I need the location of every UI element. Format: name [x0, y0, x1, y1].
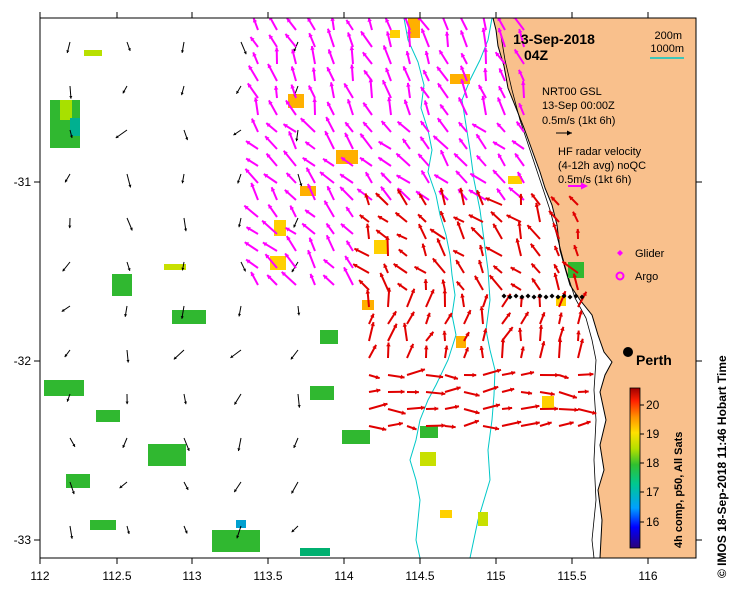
y-tick-label: -32 — [14, 354, 32, 368]
perth-location-marker — [623, 347, 633, 357]
radar-current-arrow-head — [481, 13, 485, 17]
map-date: 13-Sep-2018 — [513, 31, 595, 47]
y-tick-label: -31 — [14, 175, 32, 189]
city-label-perth: Perth — [636, 352, 672, 368]
colorbar-tick-label: 17 — [646, 485, 660, 499]
legend-radar-line2: (4-12h avg) noQC — [558, 160, 646, 172]
legend-model-line1: NRT00 GSL — [542, 86, 602, 98]
colorbar-label: 4h comp, p50, All Sats — [673, 432, 685, 548]
colorbar-tick-label: 16 — [646, 515, 660, 529]
depth-key-200m: 200m — [654, 30, 682, 42]
x-tick-label: 112.5 — [102, 569, 131, 583]
radar-current-arrow-head — [458, 13, 462, 17]
legend-model-scale: 0.5m/s (1kt 6h) — [542, 115, 615, 127]
radar-current-arrow-head — [441, 13, 445, 17]
map-time: 04Z — [524, 47, 549, 63]
depth-key-1000m: 1000m — [650, 43, 684, 55]
legend-radar-line1: HF radar velocity — [558, 146, 642, 158]
x-tick-label: 114 — [334, 569, 353, 583]
y-axis-labels: -31 -32 -33 — [14, 175, 32, 547]
x-tick-label: 114.5 — [405, 569, 434, 583]
legend-radar-scale: 0.5m/s (1kt 6h) — [558, 174, 631, 186]
credit-timestamp: © IMOS 18-Sep-2018 11:46 Hobart Time — [715, 355, 729, 578]
legend-model-line2: 13-Sep 00:00Z — [542, 100, 615, 112]
x-tick-label: 112 — [30, 569, 49, 583]
x-tick-label: 113 — [182, 569, 201, 583]
colorbar-tick-label: 19 — [646, 427, 660, 441]
x-tick-label: 115.5 — [557, 569, 586, 583]
x-axis-labels: 112 112.5 113 113.5 114 114.5 115 115.5 … — [30, 569, 657, 583]
sst-colorbar — [630, 388, 640, 548]
colorbar-tick-label: 18 — [646, 456, 660, 470]
colorbar-tick-label: 20 — [646, 398, 660, 412]
x-tick-label: 113.5 — [253, 569, 282, 583]
y-tick-label: -33 — [14, 533, 32, 547]
legend-glider: Glider — [635, 248, 665, 260]
x-tick-label: 115 — [486, 569, 505, 583]
x-tick-label: 116 — [638, 569, 657, 583]
legend-argo: Argo — [635, 271, 658, 283]
